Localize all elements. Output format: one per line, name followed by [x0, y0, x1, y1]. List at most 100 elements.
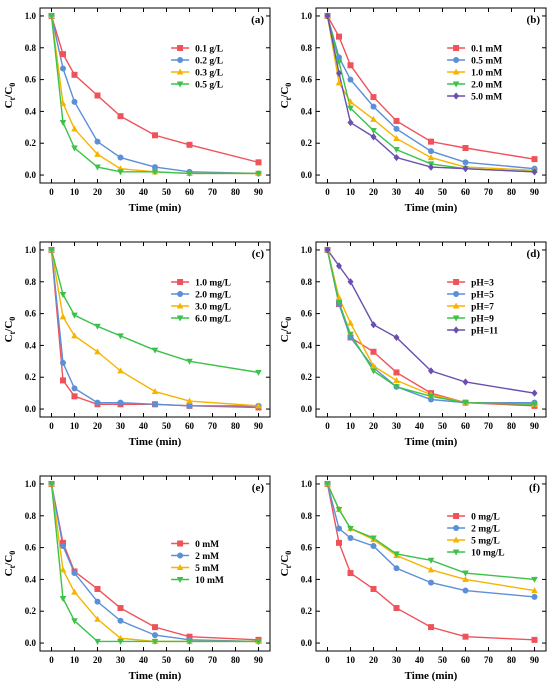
x-tick-label: 0: [49, 187, 54, 197]
data-point: [152, 132, 158, 139]
y-tick-label: 0.4: [301, 574, 313, 584]
data-point: [462, 145, 469, 151]
legend-label: 2.0 mg/L: [195, 291, 231, 301]
data-point: [335, 294, 343, 301]
x-axis-title: Time (min): [405, 436, 458, 448]
x-tick-label: 0: [325, 655, 330, 665]
plot-frame: [39, 475, 271, 652]
y-tick-label: 1.0: [301, 11, 313, 21]
legend-marker: [453, 45, 460, 51]
legend-marker: [453, 525, 460, 531]
y-tick-label: 0.0: [25, 404, 37, 414]
x-axis-title: Time (min): [405, 202, 458, 214]
data-point: [428, 367, 434, 375]
legend-marker: [176, 81, 184, 88]
x-tick-label: 40: [139, 421, 149, 431]
data-point: [59, 566, 67, 573]
data-point: [94, 585, 101, 592]
y-tick-label: 0.2: [25, 372, 37, 382]
series-line: [50, 249, 259, 407]
series-line: [326, 15, 535, 170]
series-line: [326, 249, 535, 405]
x-tick-label: 40: [139, 187, 149, 197]
y-tick-label: 0.2: [301, 372, 313, 382]
data-point: [370, 115, 377, 122]
legend-marker: [177, 279, 184, 285]
data-point: [462, 575, 469, 582]
y-tick-label: 1.0: [301, 479, 313, 489]
legend-label: 6.0 mg/L: [195, 315, 231, 325]
series-line: [50, 249, 259, 407]
data-point: [151, 388, 159, 395]
x-tick-label: 80: [507, 421, 517, 431]
legend-label: pH=5: [471, 291, 494, 301]
data-point: [370, 362, 377, 369]
legend-label: 10 mg/L: [471, 549, 505, 559]
series-line: [50, 483, 259, 643]
y-axis-title: Ct/C0: [279, 317, 293, 343]
legend-marker: [177, 45, 184, 51]
data-point: [117, 333, 124, 340]
x-axis-title: Time (min): [129, 436, 182, 448]
x-tick-label: 80: [507, 655, 517, 665]
plot-frame: [315, 7, 547, 184]
series-line: [50, 15, 259, 163]
x-tick-label: 20: [369, 655, 379, 665]
data-point: [71, 385, 78, 392]
legend-marker: [176, 315, 184, 322]
plot-frame: [39, 241, 271, 418]
data-point: [427, 557, 435, 564]
data-point: [370, 133, 377, 141]
y-tick-label: 0.8: [25, 511, 37, 521]
data-point: [370, 94, 377, 101]
data-point: [94, 348, 101, 355]
y-tick-label: 0.0: [25, 638, 37, 648]
y-tick-label: 0.2: [25, 606, 37, 616]
legend-marker: [177, 552, 184, 559]
x-tick-label: 50: [438, 187, 448, 197]
legend-label: pH=3: [471, 279, 494, 289]
legend-marker: [452, 536, 460, 543]
x-tick-label: 30: [116, 655, 126, 665]
x-tick-label: 80: [231, 187, 241, 197]
y-axis-title: Ct/C0: [279, 83, 293, 109]
legend-label: 5 mg/L: [471, 537, 500, 547]
data-point: [462, 159, 469, 166]
series-line: [326, 483, 535, 581]
x-tick-label: 60: [185, 655, 195, 665]
legend-label: 0.1 g/L: [195, 45, 223, 55]
x-tick-label: 70: [208, 421, 218, 431]
data-point: [370, 103, 377, 110]
x-tick-label: 50: [438, 421, 448, 431]
legend-marker: [176, 302, 184, 309]
y-tick-label: 1.0: [25, 245, 37, 255]
x-tick-label: 20: [93, 187, 103, 197]
panel-c: 0 10 20 30 40 50 60 70 80 90 0.0 0.2 0.4 0.6 0.8 1.0 Tim…: [3, 241, 271, 448]
series-line: [326, 249, 535, 404]
panel-label: (d): [527, 248, 541, 260]
data-point: [347, 331, 354, 338]
x-tick-label: 60: [461, 187, 471, 197]
y-tick-label: 0.4: [25, 106, 37, 116]
data-point: [186, 170, 193, 177]
y-tick-label: 0.8: [25, 277, 37, 287]
series-line: [50, 249, 259, 409]
x-tick-label: 10: [346, 421, 356, 431]
series-line: [50, 483, 259, 641]
data-point: [71, 98, 78, 105]
legend-marker: [453, 57, 460, 63]
data-point: [59, 595, 67, 602]
data-point: [255, 159, 262, 166]
x-tick-label: 70: [484, 421, 494, 431]
data-point: [370, 321, 377, 329]
data-point: [94, 92, 101, 99]
data-point: [531, 156, 538, 163]
legend-marker: [453, 279, 460, 285]
data-point: [94, 150, 101, 157]
y-tick-label: 0.6: [25, 75, 37, 85]
y-tick-label: 0.0: [301, 638, 313, 648]
data-point: [393, 125, 400, 132]
data-point: [255, 638, 262, 645]
series-line: [50, 483, 259, 643]
data-point: [370, 535, 377, 542]
